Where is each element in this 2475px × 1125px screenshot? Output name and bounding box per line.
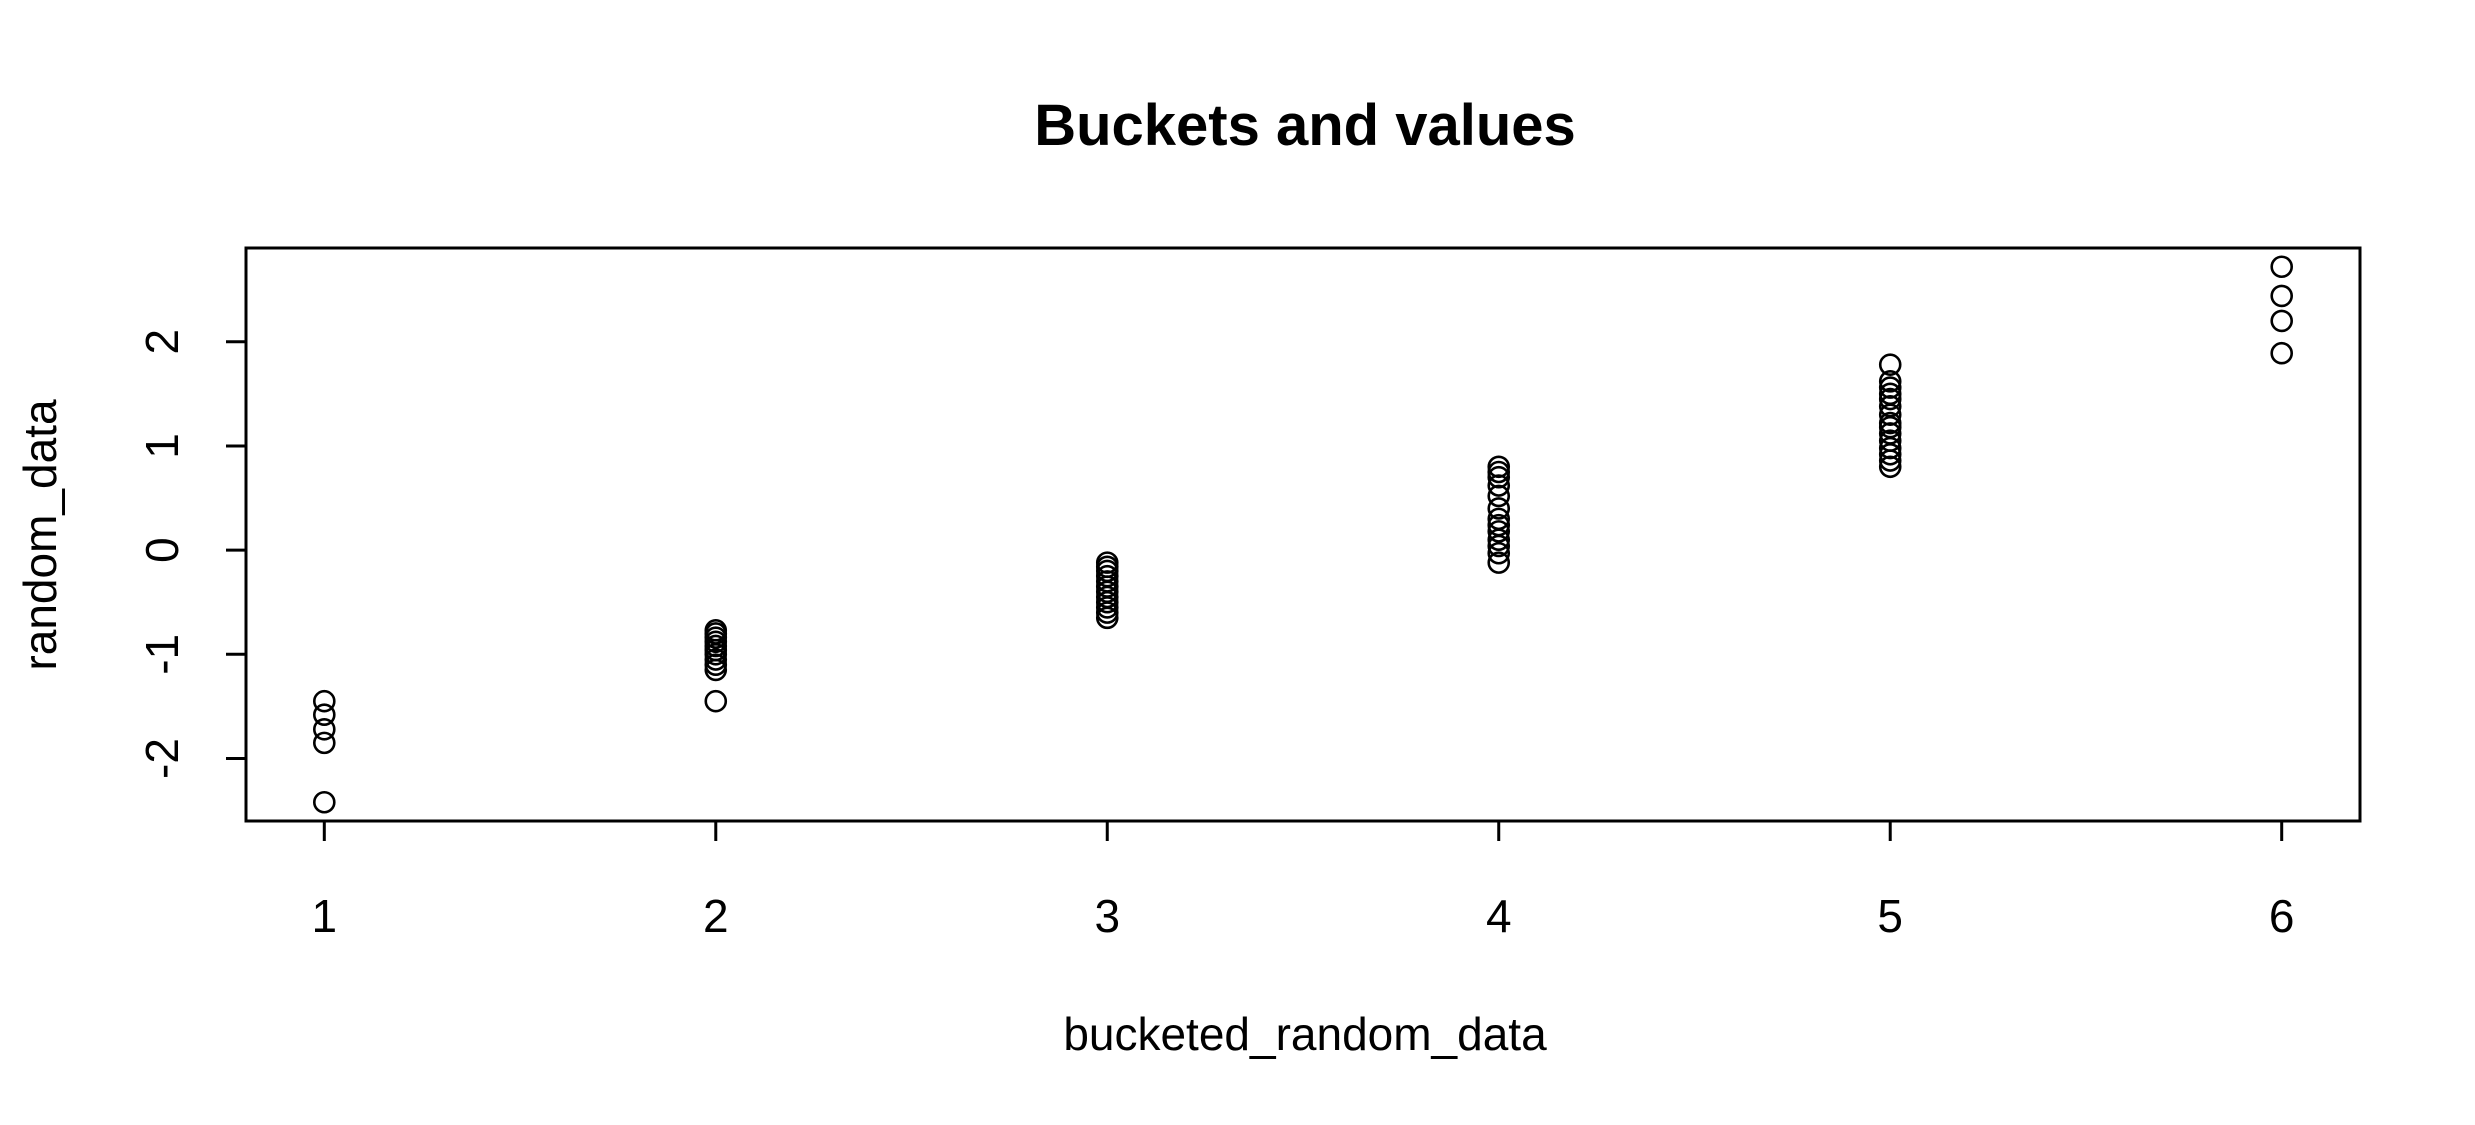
plot-frame: [244, 246, 2362, 823]
data-point: [1878, 387, 1902, 411]
data-point: [704, 658, 728, 682]
x-tick-label: 3: [1094, 890, 1120, 942]
data-point: [1487, 520, 1511, 543]
data-point: [1878, 455, 1902, 479]
x-axis-label: bucketed_random_data: [1063, 1008, 1547, 1060]
y-tick-label: -1: [136, 634, 188, 675]
data-point: [2270, 341, 2294, 365]
data-point: [312, 718, 336, 741]
data-point: [2270, 284, 2294, 308]
y-tick-label: -2: [136, 738, 188, 779]
data-point: [1878, 442, 1902, 466]
data-point: [1878, 449, 1902, 472]
y-axis: -2 -1 0 1 2: [136, 329, 248, 779]
data-point: [1487, 497, 1511, 520]
data-point: [2270, 255, 2294, 279]
y-tick-label: 1: [136, 433, 188, 459]
data-point: [2270, 309, 2294, 333]
data-point: [1487, 551, 1511, 574]
data-point: [1487, 474, 1511, 497]
data-point: [312, 703, 336, 727]
data-point: [704, 689, 728, 713]
x-tick-label: 5: [1877, 890, 1903, 942]
data-point: [1878, 370, 1902, 393]
data-point: [312, 731, 336, 755]
data-point: [312, 689, 336, 713]
data-point: [312, 790, 336, 814]
y-tick-label: 2: [136, 329, 188, 355]
x-tick-label: 2: [703, 890, 729, 942]
data-point: [1487, 484, 1511, 508]
y-tick-label: 0: [136, 537, 188, 563]
chart-title: Buckets and values: [1034, 93, 1576, 158]
data-point: [1487, 528, 1511, 552]
data-point: [1487, 541, 1511, 565]
x-tick-label: 6: [2269, 890, 2295, 942]
y-axis-label: random_data: [14, 399, 66, 670]
x-tick-label: 1: [311, 890, 337, 942]
data-point: [1878, 353, 1902, 376]
points-layer: [312, 255, 2294, 814]
data-point: [1095, 606, 1119, 630]
x-axis: 1 2 3 4 5 6: [311, 819, 2295, 942]
x-tick-label: 4: [1486, 890, 1512, 942]
data-point: [1487, 534, 1511, 558]
